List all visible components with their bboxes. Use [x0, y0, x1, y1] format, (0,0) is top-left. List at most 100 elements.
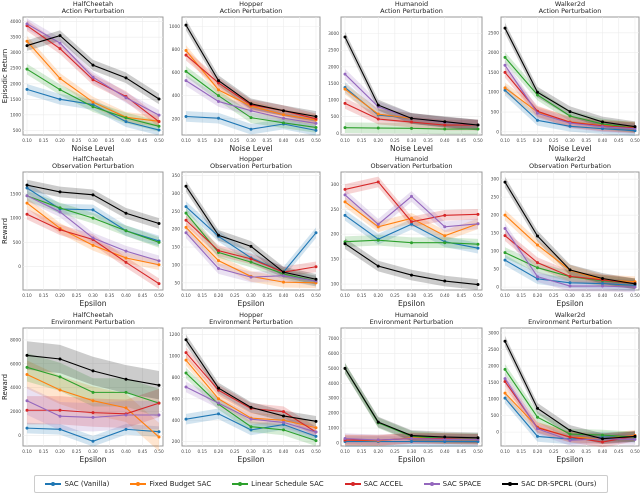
y-tick-label: 1000: [10, 216, 21, 222]
y-tick-label: 3500: [10, 35, 21, 41]
data-point: [184, 53, 188, 57]
confidence-band: [505, 223, 635, 293]
y-tick-label: 0: [18, 264, 21, 270]
y-tick-label: 100: [331, 282, 339, 288]
data-point: [376, 225, 380, 229]
data-point: [476, 212, 480, 216]
data-point: [217, 81, 220, 85]
x-tick-label: 0.45: [457, 293, 467, 299]
x-tick-label: 0.45: [614, 138, 624, 144]
subplot: 0.10 0.15 0.20 0.25 0.30 0.35 0.40 0.45 0.50 200 4…: [169, 0, 321, 153]
y-tick-label: 150: [172, 245, 180, 251]
x-axis-label: Epsilon: [80, 455, 107, 464]
legend-item: SAC SPACE: [423, 480, 481, 488]
x-tick-label: 0.15: [516, 449, 526, 455]
data-point: [282, 428, 285, 432]
data-point: [184, 49, 188, 53]
confidence-band: [27, 197, 159, 271]
y-tick-label: 500: [491, 110, 499, 116]
data-point: [91, 208, 95, 212]
x-tick-label: 0.35: [262, 449, 272, 455]
confidence-band: [345, 238, 478, 290]
y-tick-label: 800: [172, 375, 180, 381]
data-point: [503, 86, 507, 90]
data-point: [249, 116, 253, 120]
x-tick-label: 0.35: [581, 449, 591, 455]
x-tick-label: 0.25: [390, 138, 400, 144]
x-tick-label: 0.25: [549, 293, 559, 299]
data-point: [443, 279, 447, 283]
confidence-band: [505, 84, 635, 136]
data-point: [124, 76, 128, 80]
subplot-title: Action Perturbation: [539, 7, 602, 15]
data-point: [443, 213, 447, 217]
confidence-band: [27, 35, 159, 127]
x-tick-label: 0.40: [598, 138, 608, 144]
data-point: [58, 427, 62, 431]
subplot-title: Action Perturbation: [220, 7, 283, 15]
data-point: [410, 241, 413, 245]
data-point: [58, 408, 62, 412]
data-point: [568, 114, 572, 118]
data-point: [249, 405, 253, 409]
x-tick-label: 0.35: [262, 293, 272, 299]
data-point: [568, 274, 572, 278]
y-tick-label: 1000: [488, 90, 499, 96]
subplot-title: Observation Perturbation: [52, 162, 134, 170]
y-tick-label: 3000: [10, 50, 21, 56]
x-tick-label: 0.50: [630, 293, 640, 299]
x-tick-label: 0.30: [246, 138, 256, 144]
x-tick-label: 0.30: [246, 449, 256, 455]
subplot-title: Humanoid: [395, 0, 428, 8]
data-point: [476, 283, 480, 287]
x-tick-label: 0.25: [230, 293, 240, 299]
data-point: [184, 114, 188, 118]
subplot-title: Observation Perturbation: [529, 162, 611, 170]
data-point: [476, 436, 480, 440]
y-tick-label: 1200: [169, 332, 180, 338]
data-point: [124, 413, 128, 417]
data-point: [568, 124, 572, 128]
x-tick-label: 0.20: [55, 449, 65, 455]
data-point: [343, 72, 347, 76]
legend-item: SAC (Vanilla): [45, 480, 109, 488]
data-point: [314, 434, 318, 438]
x-axis-label: Epsilon: [557, 455, 584, 464]
x-tick-label: 0.15: [357, 449, 367, 455]
data-point: [217, 267, 220, 271]
data-point: [568, 281, 572, 285]
data-point: [536, 118, 539, 122]
x-tick-label: 0.25: [230, 138, 240, 144]
data-point: [25, 87, 29, 91]
x-tick-label: 0.15: [357, 138, 367, 144]
x-tick-label: 0.30: [246, 293, 256, 299]
data-point: [476, 440, 480, 444]
y-tick-label: 3000: [488, 330, 499, 336]
y-tick-label: 1000: [10, 112, 21, 118]
data-point: [343, 187, 347, 191]
x-tick-label: 0.15: [197, 449, 207, 455]
x-tick-label: 0.40: [598, 293, 608, 299]
x-tick-label: 0.35: [423, 449, 433, 455]
data-point: [503, 391, 507, 395]
data-point: [314, 439, 318, 443]
data-point: [25, 201, 29, 205]
data-point: [503, 88, 507, 92]
y-tick-label: 200: [172, 439, 180, 445]
data-point: [476, 127, 480, 131]
data-point: [410, 126, 413, 130]
data-point: [536, 434, 539, 438]
x-tick-label: 0.20: [214, 293, 224, 299]
y-tick-label: 2000: [488, 364, 499, 370]
x-tick-label: 0.40: [121, 449, 131, 455]
legend-label: Linear Schedule SAC: [251, 480, 324, 488]
y-tick-label: 200: [172, 227, 180, 233]
x-tick-label: 0.15: [39, 449, 49, 455]
x-tick-label: 0.20: [214, 138, 224, 144]
legend-label: Fixed Budget SAC: [149, 480, 212, 488]
data-point: [503, 226, 507, 230]
data-point: [410, 222, 413, 226]
data-point: [282, 280, 285, 284]
data-point: [157, 124, 161, 128]
